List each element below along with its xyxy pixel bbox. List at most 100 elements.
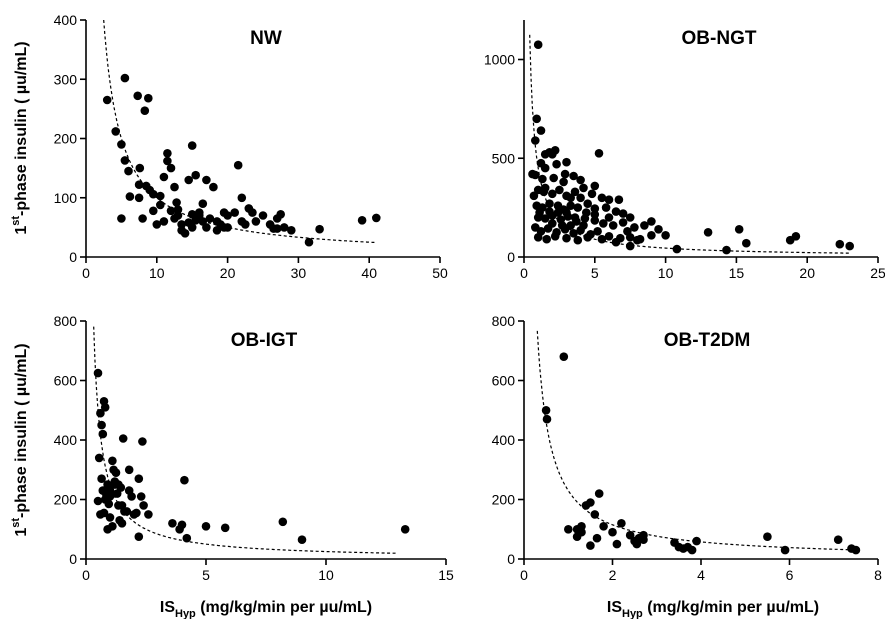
data-point-ob-ngt	[560, 169, 570, 179]
data-point-nw	[372, 213, 381, 223]
y-tick-label-nw: 0	[69, 249, 77, 265]
x-tick-label-ob-t2dm: 4	[697, 567, 705, 583]
data-point-ob-t2dm	[592, 533, 602, 543]
data-point-ob-t2dm	[594, 489, 604, 498]
data-point-nw	[120, 73, 130, 83]
data-point-nw	[187, 210, 197, 219]
data-point-ob-igt	[144, 510, 153, 519]
data-point-ob-ngt	[582, 208, 591, 217]
data-point-nw	[230, 208, 239, 217]
data-point-nw	[177, 220, 186, 229]
data-point-nw	[223, 223, 232, 232]
data-point-ob-t2dm	[617, 519, 626, 528]
data-point-nw	[156, 200, 165, 210]
data-point-ob-ngt	[531, 136, 540, 145]
data-point-ob-igt	[297, 535, 307, 544]
data-point-ob-ngt	[587, 189, 597, 199]
svg-text:1st-phase insulin ( µu/mL): 1st-phase insulin ( µu/mL)	[10, 41, 30, 234]
data-point-ob-t2dm	[687, 545, 697, 555]
y-tick-label-ob-t2dm: 0	[507, 551, 515, 567]
data-point-nw	[198, 199, 208, 208]
xlabel-sub-ob-igt: Hyp	[175, 608, 196, 619]
x-tick-label-ob-igt: 0	[82, 567, 90, 583]
data-point-ob-igt	[124, 465, 134, 475]
data-point-ob-ngt	[614, 195, 624, 204]
data-point-ob-ngt	[647, 217, 656, 226]
data-point-ob-ngt	[618, 209, 628, 218]
data-point-ob-ngt	[611, 237, 621, 247]
data-point-ob-ngt	[562, 157, 571, 167]
data-point-ob-ngt	[540, 214, 550, 223]
data-point-ob-igt	[122, 507, 132, 516]
data-point-ob-ngt	[542, 234, 551, 244]
data-point-nw	[166, 206, 176, 216]
data-point-ob-igt	[138, 437, 147, 446]
data-point-nw	[102, 95, 112, 105]
data-point-nw	[258, 211, 268, 220]
y-tick-label-ob-igt: 200	[54, 492, 78, 508]
data-point-nw	[152, 220, 162, 229]
data-point-nw	[184, 175, 193, 185]
data-point-ob-ngt	[722, 245, 731, 255]
x-tick-label-nw: 10	[149, 265, 165, 281]
data-point-ob-igt	[97, 420, 106, 430]
svg-text:1st-phase insulin ( µu/mL): 1st-phase insulin ( µu/mL)	[10, 343, 30, 536]
data-point-ob-t2dm	[577, 522, 586, 531]
data-point-ob-ngt	[625, 213, 635, 222]
x-tick-label-ob-t2dm: 8	[874, 567, 882, 583]
data-point-nw	[173, 211, 183, 220]
panel-title-ob-igt: OB-IGT	[231, 330, 298, 351]
data-point-nw	[191, 170, 200, 180]
x-tick-label-ob-ngt: 5	[591, 265, 599, 281]
data-point-ob-ngt	[647, 231, 656, 240]
data-point-nw	[304, 237, 314, 247]
data-point-ob-t2dm	[541, 406, 551, 415]
data-point-ob-ngt	[654, 225, 663, 234]
data-point-nw	[117, 140, 126, 149]
x-tick-label-nw: 30	[291, 265, 307, 281]
data-point-ob-ngt	[734, 225, 744, 234]
data-point-nw	[357, 216, 367, 225]
x-tick-label-ob-ngt: 15	[729, 265, 745, 281]
xlabel-post-ob-igt: (mg/kg/min per µu/mL)	[196, 599, 372, 616]
data-point-ob-igt	[118, 434, 128, 443]
data-point-ob-t2dm	[612, 539, 622, 549]
data-point-ob-ngt	[672, 244, 682, 254]
y-tick-label-ob-t2dm: 200	[492, 492, 516, 508]
data-point-ob-igt	[132, 508, 141, 518]
data-point-ob-ngt	[552, 159, 561, 169]
data-point-ob-ngt	[640, 221, 649, 230]
data-point-ob-ngt	[573, 235, 583, 245]
x-tick-label-nw: 20	[220, 265, 236, 281]
y-tick-label-nw: 300	[54, 71, 78, 87]
xlabel-post-ob-t2dm: (mg/kg/min per µu/mL)	[643, 599, 819, 616]
data-point-nw	[279, 223, 289, 232]
data-point-ob-igt	[111, 468, 121, 478]
data-point-nw	[212, 226, 222, 235]
data-point-ob-igt	[136, 492, 146, 501]
x-tick-label-ob-t2dm: 6	[786, 567, 794, 583]
data-point-ob-ngt	[604, 232, 614, 241]
data-point-ob-ngt	[533, 40, 543, 49]
data-point-ob-igt	[105, 486, 115, 495]
data-point-ob-ngt	[540, 183, 550, 193]
y-tick-label-ob-igt: 400	[54, 432, 78, 448]
data-point-ob-ngt	[625, 241, 635, 251]
data-point-ob-ngt	[570, 213, 580, 222]
data-point-ob-t2dm	[625, 530, 635, 540]
data-point-ob-igt	[114, 480, 123, 489]
data-point-ob-ngt	[623, 227, 632, 236]
x-tick-label-nw: 50	[432, 265, 448, 281]
data-point-ob-ngt	[540, 163, 550, 173]
ylabel-sup-nw: st	[10, 216, 22, 226]
data-point-ob-ngt	[559, 177, 568, 187]
data-point-ob-ngt	[597, 193, 607, 203]
panel-title-nw: NW	[250, 28, 282, 49]
ylabel-post-ob-igt: -phase insulin ( µu/mL)	[13, 343, 30, 518]
x-tick-label-nw: 0	[82, 265, 90, 281]
data-point-ob-ngt	[566, 221, 575, 230]
data-point-ob-igt	[180, 475, 189, 485]
data-point-nw	[111, 127, 120, 136]
data-point-nw	[198, 217, 208, 226]
data-point-nw	[135, 163, 145, 173]
